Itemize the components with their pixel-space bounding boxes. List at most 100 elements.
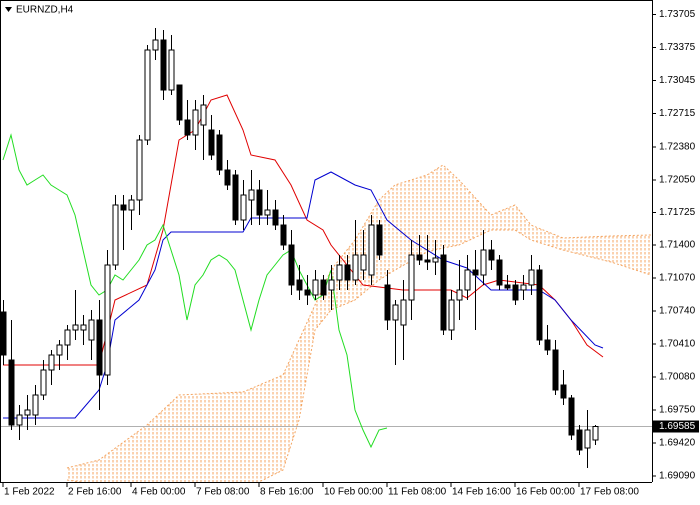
current-price-label: 1.69585	[659, 421, 696, 432]
x-tick-label: 7 Feb 08:00	[196, 487, 250, 498]
candle-body	[264, 209, 271, 216]
candle-body	[360, 254, 367, 271]
plot-area	[0, 28, 652, 482]
candle-body	[240, 194, 247, 221]
candle-body	[304, 289, 311, 296]
candle-body	[8, 359, 15, 426]
x-tick-label: 17 Feb 08:00	[580, 487, 639, 498]
x-tick-label: 14 Feb 16:00	[452, 487, 511, 498]
y-tick-label: 1.70080	[659, 372, 696, 383]
candle-body	[472, 269, 479, 276]
candle-body	[104, 264, 111, 376]
x-tick-label: 16 Feb 00:00	[516, 487, 575, 498]
candle-body	[40, 369, 47, 396]
y-tick-label: 1.70740	[659, 306, 696, 317]
candle-body	[408, 254, 415, 301]
y-tick-label: 1.72380	[659, 142, 696, 153]
candle-body	[384, 284, 391, 321]
candle-body	[176, 84, 183, 121]
candle-body	[496, 259, 503, 286]
y-tick-label: 1.71400	[659, 240, 696, 251]
y-tick-label: 1.73045	[659, 75, 696, 86]
candle-body	[392, 304, 399, 321]
x-tick-label: 11 Feb 08:00	[388, 487, 447, 498]
candle-body	[208, 129, 215, 156]
candle-body	[64, 329, 71, 346]
candle-body	[232, 174, 239, 221]
y-tick-label: 1.69750	[659, 405, 696, 416]
candle-body	[512, 284, 519, 301]
y-tick-label: 1.69420	[659, 438, 696, 449]
candle-body	[144, 49, 151, 141]
chart-title: EURNZD,H4	[16, 5, 74, 16]
candle-body	[376, 224, 383, 256]
candle-body	[552, 349, 559, 391]
candle-body	[200, 104, 207, 126]
indicator-line	[3, 94, 604, 366]
x-tick-label: 8 Feb 16:00	[260, 487, 314, 498]
candle-body	[352, 254, 359, 281]
current-price-box	[653, 420, 699, 433]
candle-body	[448, 299, 455, 331]
candle-body	[184, 119, 191, 136]
candle-body	[592, 426, 599, 441]
candle-body	[424, 259, 431, 263]
candle-body	[224, 169, 231, 186]
candle-body	[280, 224, 287, 246]
candle-body	[464, 269, 471, 291]
candle-body	[120, 204, 127, 211]
candle-body	[568, 397, 575, 436]
candle-body	[272, 209, 279, 226]
candle-body	[96, 319, 103, 376]
y-tick-label: 1.73705	[659, 9, 696, 20]
candle-body	[72, 324, 79, 331]
candle-body	[400, 299, 407, 326]
cloud-edge	[66, 229, 652, 482]
candle-body	[528, 269, 535, 286]
candle-body	[136, 139, 143, 201]
candle-body	[544, 339, 551, 351]
candle-body	[312, 279, 319, 296]
axes: 1.73705 1.73375 1.73045 1.72715 1.72380 1.720…	[2, 9, 699, 498]
candle-body	[0, 311, 7, 356]
candle-body	[16, 414, 23, 426]
candle-body	[344, 264, 351, 281]
candle-body	[536, 269, 543, 341]
y-tick-label: 1.73375	[659, 42, 696, 53]
candle-body	[152, 39, 159, 51]
candle-body	[288, 244, 295, 286]
candle-body	[56, 344, 63, 356]
candle-body	[576, 429, 583, 451]
y-tick-label: 1.69090	[659, 471, 696, 482]
candle-body	[216, 134, 223, 171]
candle-body	[480, 249, 487, 276]
candle-body	[432, 257, 439, 263]
x-tick-label: 10 Feb 00:00	[324, 487, 383, 498]
candle-body	[296, 279, 303, 291]
candle-body	[128, 199, 135, 211]
cloud-edge	[66, 164, 652, 469]
candle-body	[112, 204, 119, 266]
candle-body	[320, 279, 327, 296]
y-tick-label: 1.70410	[659, 339, 696, 350]
candle-body	[584, 429, 591, 449]
cloud-fill	[67, 165, 651, 482]
candle-body	[88, 319, 95, 341]
candle-body	[440, 254, 447, 331]
candle-body	[416, 254, 423, 261]
candle-body	[32, 394, 39, 416]
candle-body	[368, 224, 375, 276]
x-tick-label: 4 Feb 00:00	[132, 487, 186, 498]
candle-body	[328, 279, 335, 291]
candle-body	[48, 354, 55, 371]
candle-body	[24, 409, 31, 416]
candle-body	[504, 284, 511, 289]
x-tick-label: 2 Feb 16:00	[68, 487, 122, 498]
y-tick-label: 1.72715	[659, 108, 696, 119]
candle-body	[160, 39, 167, 91]
candle-body	[256, 189, 263, 216]
candle-body	[168, 49, 175, 91]
title-icon	[5, 7, 12, 12]
